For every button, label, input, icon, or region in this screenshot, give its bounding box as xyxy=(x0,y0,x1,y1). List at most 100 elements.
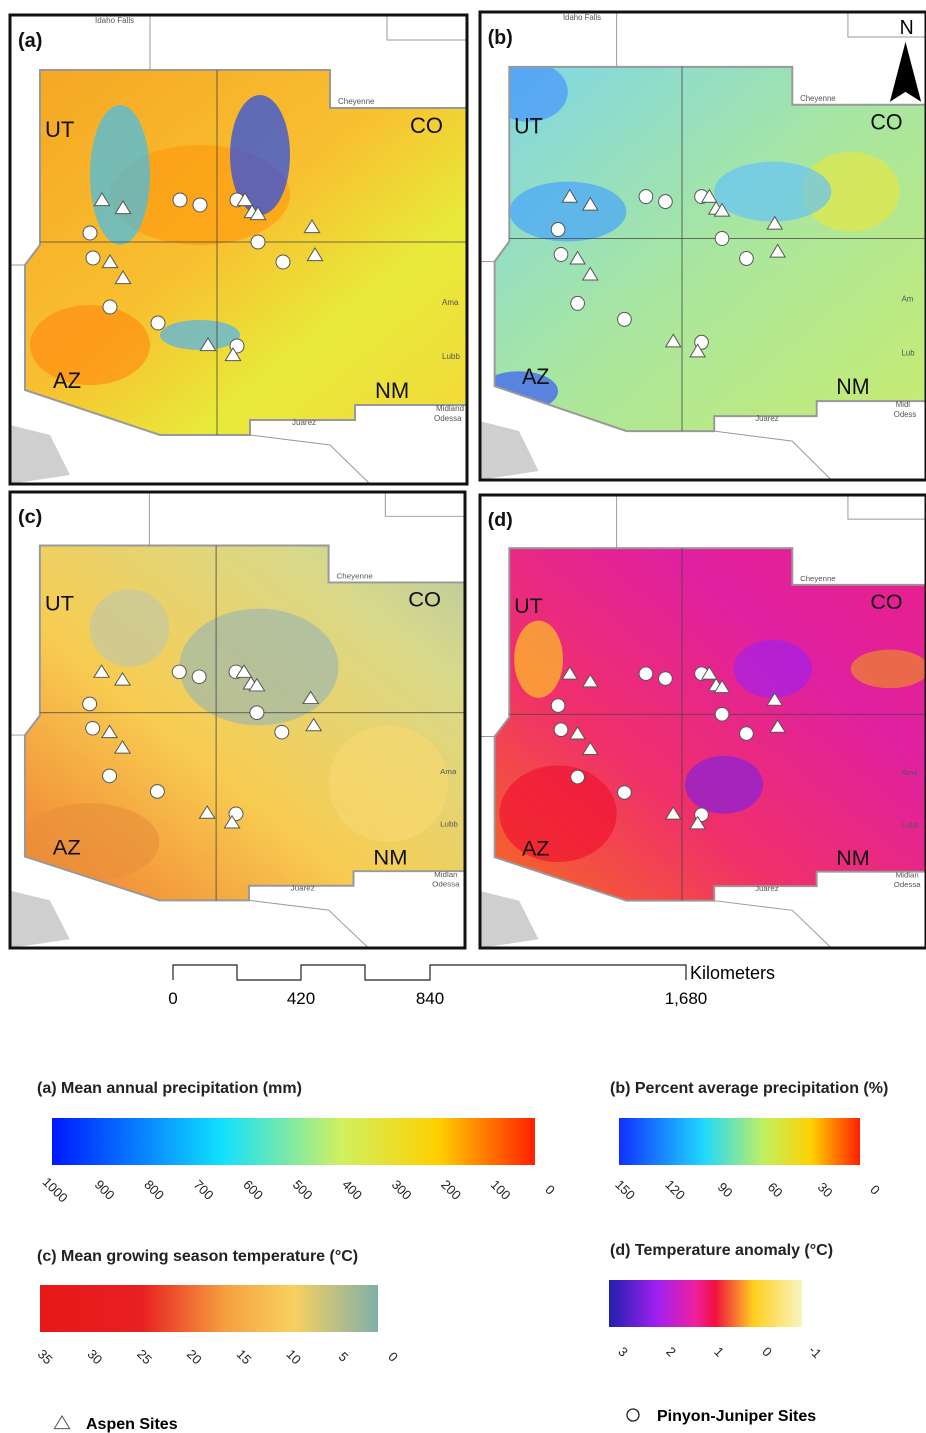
pinyon-juniper-site xyxy=(103,300,117,314)
map-panel: Idaho FallsCheyenneAmLubMidlOdessJuarezU… xyxy=(480,12,926,480)
pinyon-juniper-site xyxy=(740,251,754,265)
pinyon-juniper-site xyxy=(276,255,290,269)
city-label: Midlan xyxy=(896,871,919,880)
state-label: UT xyxy=(45,591,74,616)
raster-patch xyxy=(90,105,150,245)
legend-tick-label: 400 xyxy=(339,1177,365,1203)
city-label: Juarez xyxy=(755,884,779,893)
scale-tick-label: 0 xyxy=(168,989,177,1008)
pinyon-juniper-site xyxy=(571,770,585,784)
panel-label: (c) xyxy=(18,506,42,528)
pinyon-juniper-site xyxy=(740,727,754,741)
city-label: Odess xyxy=(894,410,917,419)
city-label: Am xyxy=(902,294,914,303)
legend-tick-label: 0 xyxy=(867,1182,883,1198)
pinyon-juniper-site xyxy=(554,247,568,261)
legend-tick-label: 20 xyxy=(184,1346,205,1367)
pinyon-juniper-site xyxy=(173,193,187,207)
legend-tick-label: 3 xyxy=(615,1344,631,1360)
legend-tick-label: 10 xyxy=(283,1346,304,1367)
state-label: NM xyxy=(836,846,869,870)
legend-tick-label: 0 xyxy=(385,1349,401,1365)
legend-tick-label: 35 xyxy=(35,1346,56,1367)
raster-patch xyxy=(500,765,617,862)
legend-tick-label: 0 xyxy=(542,1182,558,1198)
pinyon-juniper-site xyxy=(150,785,164,799)
city-label: Lubb xyxy=(902,820,919,829)
city-label: Ama xyxy=(902,768,919,777)
city-label: Cheyenne xyxy=(338,97,375,106)
pinyon-juniper-site xyxy=(715,707,729,721)
aspen-legend-symbol xyxy=(54,1416,69,1429)
pinyon-juniper-site xyxy=(554,723,568,737)
legend-tick-label: 120 xyxy=(662,1177,688,1203)
pinyon-juniper-site xyxy=(715,232,729,246)
pinyon-juniper-site xyxy=(618,312,632,326)
raster-patch xyxy=(509,182,626,242)
city-label: Odessa xyxy=(894,880,922,889)
legend-tick-label: -1 xyxy=(806,1342,825,1361)
state-label: UT xyxy=(514,114,543,139)
raster-patch xyxy=(714,162,831,222)
pinyon-juniper-site xyxy=(86,251,100,265)
city-label: Ama xyxy=(440,767,457,776)
city-label: Cheyenne xyxy=(800,94,836,103)
raster-patch xyxy=(734,640,812,698)
legend-tick-label: 900 xyxy=(92,1177,118,1203)
legend-colorbar xyxy=(619,1118,860,1165)
state-label: CO xyxy=(870,590,902,614)
legend-colorbar xyxy=(40,1285,378,1332)
city-label: Lubb xyxy=(440,820,458,829)
state-label: AZ xyxy=(522,836,549,860)
pinyon-juniper-site xyxy=(192,670,206,684)
legend-tick-label: 60 xyxy=(765,1179,786,1200)
pinyon-juniper-site xyxy=(571,296,585,310)
pinyon-legend-symbol xyxy=(627,1409,639,1421)
figure: Idaho FallsCheyenneAmaLubbMidlandOdessaJ… xyxy=(0,0,926,1433)
pinyon-juniper-site xyxy=(639,667,653,681)
legend-title: (b) Percent average precipitation (%) xyxy=(610,1080,888,1097)
pinyon-juniper-site xyxy=(551,699,565,713)
pinyon-juniper-site xyxy=(275,725,289,739)
legend-tick-label: 5 xyxy=(336,1349,352,1365)
legend-title: (a) Mean annual precipitation (mm) xyxy=(37,1080,302,1097)
map-panel: Idaho FallsCheyenneAmaLubbMidlandOdessaJ… xyxy=(10,15,467,484)
panel-label: (b) xyxy=(488,27,513,49)
legend-tick-label: 25 xyxy=(134,1346,155,1367)
city-label: Cheyenne xyxy=(800,574,836,583)
pinyon-juniper-site xyxy=(151,316,165,330)
state-label: CO xyxy=(870,110,902,135)
state-label: UT xyxy=(45,117,74,142)
legend-tick-label: 2 xyxy=(663,1344,679,1360)
pinyon-juniper-site xyxy=(103,769,117,783)
legend-title: (c) Mean growing season temperature (°C) xyxy=(37,1248,358,1265)
legend-item: Pinyon-Juniper Sites xyxy=(657,1408,816,1425)
state-label: AZ xyxy=(53,368,81,393)
state-label: CO xyxy=(408,587,441,612)
raster-patch xyxy=(514,621,563,698)
legend-tick-label: 300 xyxy=(389,1177,415,1203)
pinyon-juniper-site xyxy=(639,190,653,204)
legend-colorbar xyxy=(52,1118,535,1165)
city-label: Juarez xyxy=(755,414,778,423)
legend-tick-label: 200 xyxy=(438,1177,464,1203)
raster-patch xyxy=(30,305,150,385)
legend-tick-label: 500 xyxy=(290,1177,316,1203)
pinyon-juniper-site xyxy=(83,226,97,240)
city-label: Midlan xyxy=(434,870,457,879)
legend-tick-label: 15 xyxy=(234,1346,255,1367)
legend-tick-label: 800 xyxy=(141,1177,167,1203)
pinyon-juniper-site xyxy=(86,721,100,735)
city-label: Juarez xyxy=(291,884,315,893)
pinyon-juniper-site xyxy=(193,198,207,212)
city-label: Midland xyxy=(436,404,464,413)
state-label: NM xyxy=(373,845,407,870)
pinyon-juniper-site xyxy=(659,672,673,686)
north-label: N xyxy=(900,17,914,39)
city-label: Juarez xyxy=(292,418,316,427)
raster-patch xyxy=(90,589,170,667)
city-label: Odessa xyxy=(434,414,462,423)
legend-tick-label: 0 xyxy=(759,1344,775,1360)
panel-label: (d) xyxy=(488,509,513,531)
pinyon-juniper-site xyxy=(83,697,97,711)
